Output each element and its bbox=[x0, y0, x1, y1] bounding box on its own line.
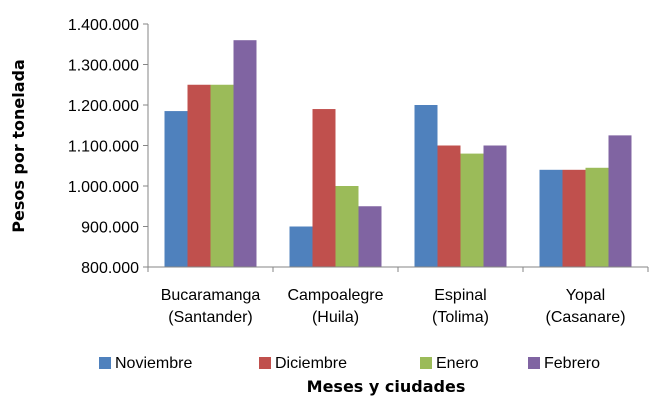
bar-noviembre bbox=[289, 226, 313, 267]
bar-noviembre bbox=[414, 105, 438, 267]
bar-diciembre bbox=[312, 109, 336, 267]
y-tick-label: 1.200.000 bbox=[68, 98, 139, 115]
bar-febrero bbox=[483, 145, 507, 267]
legend-label-enero: Enero bbox=[436, 355, 479, 372]
bar-enero bbox=[335, 186, 359, 267]
y-axis-title: Pesos por tonelada bbox=[9, 59, 28, 233]
x-axis-title: Meses y ciudades bbox=[307, 377, 466, 396]
x-category-label: Campoalegre bbox=[287, 287, 383, 304]
x-category-label: (Huila) bbox=[312, 309, 359, 326]
y-axis: 800.000 900.000 1.000.000 1.100.000 1.200.00… bbox=[68, 17, 149, 277]
bar-enero bbox=[460, 153, 484, 267]
x-axis: Bucaramanga (Santander) Campoalegre (Huila)… bbox=[147, 266, 649, 326]
legend: Noviembre Diciembre Enero Febrero bbox=[99, 355, 600, 372]
y-tick-label: 1.000.000 bbox=[68, 179, 139, 196]
bar-diciembre bbox=[562, 169, 586, 267]
legend-label-noviembre: Noviembre bbox=[115, 355, 192, 372]
legend-swatch-febrero bbox=[528, 357, 540, 369]
legend-swatch-noviembre bbox=[99, 357, 111, 369]
bar-enero bbox=[585, 167, 609, 267]
legend-label-diciembre: Diciembre bbox=[275, 355, 347, 372]
legend-label-febrero: Febrero bbox=[544, 355, 600, 372]
x-category-label: (Santander) bbox=[168, 309, 253, 326]
x-category-label: Bucaramanga bbox=[161, 287, 261, 304]
bars bbox=[164, 40, 632, 268]
bar-noviembre bbox=[539, 169, 563, 267]
legend-swatch-enero bbox=[420, 357, 432, 369]
x-category-label: Espinal bbox=[434, 287, 486, 304]
bar-enero bbox=[210, 84, 234, 267]
y-tick-label: 900.000 bbox=[81, 220, 139, 237]
y-tick-label: 1.100.000 bbox=[68, 139, 139, 156]
x-category-label: Yopal bbox=[566, 287, 605, 304]
legend-swatch-diciembre bbox=[259, 357, 271, 369]
y-tick-label: 1.400.000 bbox=[68, 17, 139, 34]
bar-febrero bbox=[358, 206, 382, 267]
bar-diciembre bbox=[437, 145, 461, 267]
bar-diciembre bbox=[187, 84, 211, 267]
x-category-label: (Casanare) bbox=[545, 309, 625, 326]
y-tick-label: 800.000 bbox=[81, 260, 139, 277]
y-tick-label: 1.300.000 bbox=[68, 58, 139, 75]
bar-febrero bbox=[233, 40, 257, 268]
bar-febrero bbox=[608, 135, 632, 267]
bar-noviembre bbox=[164, 111, 188, 267]
x-category-label: (Tolima) bbox=[432, 309, 489, 326]
